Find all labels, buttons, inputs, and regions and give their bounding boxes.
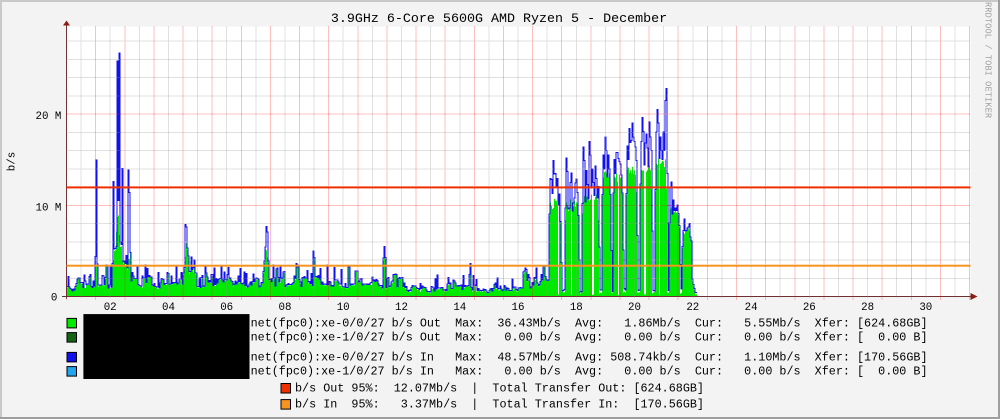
svg-text:net(fpc0):xe-1/0/27 b/s In M: net(fpc0):xe-1/0/27 b/s In Max: 0.00 b/s… <box>251 365 928 379</box>
svg-text:06: 06 <box>220 302 233 314</box>
svg-text:20 M: 20 M <box>35 111 61 123</box>
svg-text:RRDTOOL / TOBI OETIKER: RRDTOOL / TOBI OETIKER <box>983 2 993 119</box>
svg-text:net(fpc0):xe-0/0/27 b/s In M: net(fpc0):xe-0/0/27 b/s In Max: 48.57Mb/… <box>251 350 928 364</box>
svg-text:12: 12 <box>395 302 408 314</box>
svg-text:30: 30 <box>919 302 932 314</box>
svg-text:18: 18 <box>570 302 583 314</box>
svg-text:10: 10 <box>337 302 350 314</box>
svg-text:26: 26 <box>803 302 816 314</box>
svg-text:net(fpc0):xe-0/0/27 b/s Out M: net(fpc0):xe-0/0/27 b/s Out Max: 36.43Mb… <box>251 316 928 330</box>
svg-text:20: 20 <box>628 302 641 314</box>
svg-text:b/s Out 95%: 12.07Mb/s | To: b/s Out 95%: 12.07Mb/s | Total Transfer … <box>295 382 704 396</box>
svg-text:net(fpc0):xe-1/0/27 b/s Out M: net(fpc0):xe-1/0/27 b/s Out Max: 0.00 b/… <box>251 331 928 345</box>
svg-text:08: 08 <box>279 302 292 314</box>
svg-text:04: 04 <box>162 302 175 314</box>
svg-text:14: 14 <box>453 302 466 314</box>
svg-text:0: 0 <box>51 292 57 304</box>
svg-text:28: 28 <box>861 302 874 314</box>
svg-text:b/s In 95%: 3.37Mb/s | To: b/s In 95%: 3.37Mb/s | Total Transfer In… <box>295 398 704 412</box>
svg-text:16: 16 <box>512 302 525 314</box>
svg-text:3.9GHz 6-Core 5600G AMD Ryzen: 3.9GHz 6-Core 5600G AMD Ryzen 5 - Decemb… <box>331 12 667 27</box>
svg-text:24: 24 <box>745 302 758 314</box>
svg-text:22: 22 <box>686 302 699 314</box>
svg-text:02: 02 <box>104 302 117 314</box>
svg-text:10 M: 10 M <box>35 202 61 214</box>
svg-text:b/s: b/s <box>6 152 18 171</box>
